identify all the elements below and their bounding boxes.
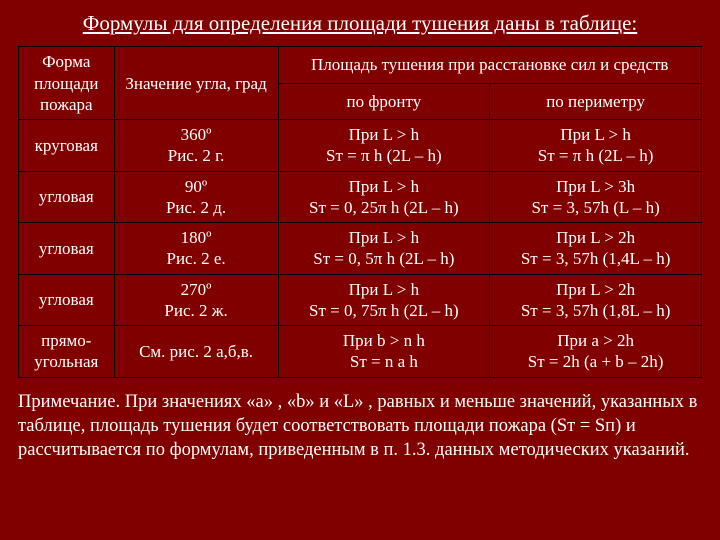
table-row: прямо-угольная См. рис. 2 а,б,в. При b >…: [19, 326, 702, 378]
cell-perim: При a > 2hSт = 2h (a + b – 2h): [490, 326, 702, 378]
table-row: угловая 180ºРис. 2 е. При L > hSт = 0, 5…: [19, 223, 702, 275]
footnote: Примечание. При значениях «a» , «b» и «L…: [18, 390, 702, 462]
table-row: угловая 270ºРис. 2 ж. При L > hSт = 0, 7…: [19, 274, 702, 326]
cell-perim: При L > hSт = π h (2L – h): [490, 120, 702, 172]
th-front: по фронту: [278, 83, 490, 119]
th-angle: Значение угла, град: [114, 47, 278, 120]
formulas-table: Форма площади пожара Значение угла, град…: [18, 46, 702, 377]
cell-perim: При L > 2hSт = 3, 57h (1,8L – h): [490, 274, 702, 326]
cell-front: При L > hSт = 0, 25π h (2L – h): [278, 171, 490, 223]
cell-shape: угловая: [19, 274, 115, 326]
cell-front: При b > n hSт = n a h: [278, 326, 490, 378]
cell-shape: угловая: [19, 223, 115, 275]
cell-perim: При L > 3hSт = 3, 57h (L – h): [490, 171, 702, 223]
th-perimeter: по периметру: [490, 83, 702, 119]
cell-shape: угловая: [19, 171, 115, 223]
table-row: круговая 360ºРис. 2 г. При L > hSт = π h…: [19, 120, 702, 172]
cell-shape: прямо-угольная: [19, 326, 115, 378]
slide-title: Формулы для определения площади тушения …: [18, 10, 702, 36]
cell-front: При L > hSт = 0, 75π h (2L – h): [278, 274, 490, 326]
cell-shape: круговая: [19, 120, 115, 172]
cell-perim: При L > 2hSт = 3, 57h (1,4L – h): [490, 223, 702, 275]
th-shape: Форма площади пожара: [19, 47, 115, 120]
cell-front: При L > hSт = 0, 5π h (2L – h): [278, 223, 490, 275]
cell-front: При L > hSт = π h (2L – h): [278, 120, 490, 172]
table-row: угловая 90ºРис. 2 д. При L > hSт = 0, 25…: [19, 171, 702, 223]
th-area-span: Площадь тушения при расстановке сил и ср…: [278, 47, 701, 83]
cell-angle: 90ºРис. 2 д.: [114, 171, 278, 223]
cell-angle: См. рис. 2 а,б,в.: [114, 326, 278, 378]
cell-angle: 270ºРис. 2 ж.: [114, 274, 278, 326]
cell-angle: 180ºРис. 2 е.: [114, 223, 278, 275]
cell-angle: 360ºРис. 2 г.: [114, 120, 278, 172]
